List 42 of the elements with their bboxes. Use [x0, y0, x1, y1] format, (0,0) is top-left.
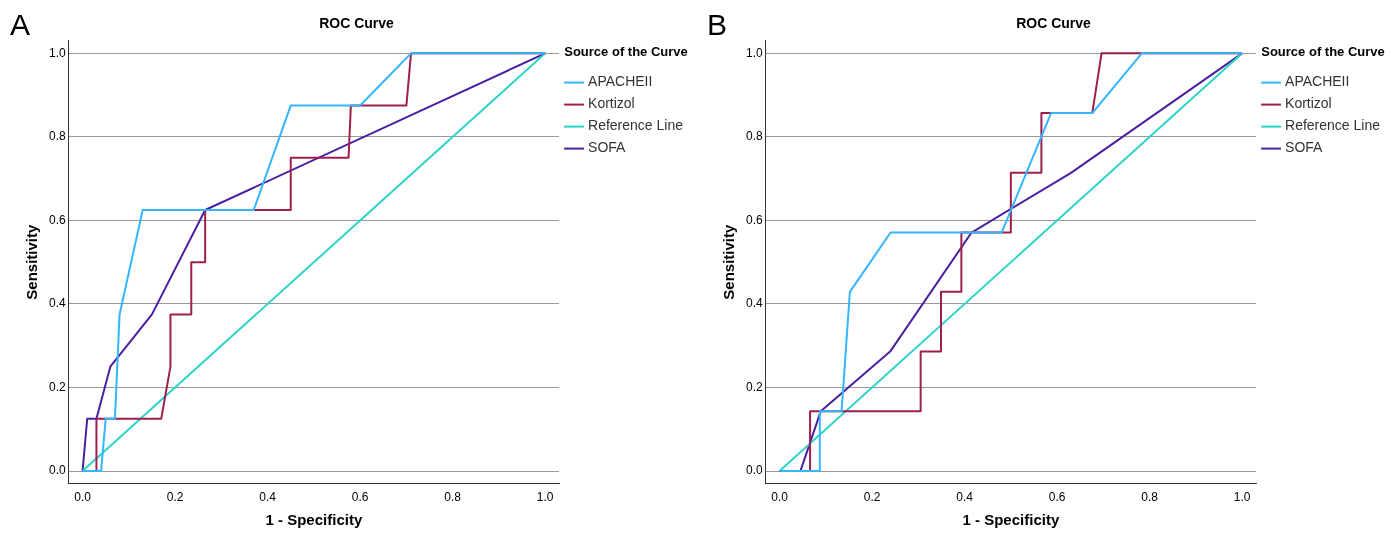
legend-label: APACHEII	[1285, 73, 1350, 90]
legend-label: Kortizol	[588, 95, 635, 112]
y-tick-label: 0.6	[48, 212, 66, 227]
legend-label: Reference Line	[588, 117, 684, 134]
y-tick-label: 1.0	[48, 45, 66, 60]
legend-label: Kortizol	[1285, 95, 1332, 112]
x-tick-label: 0.4	[259, 490, 277, 505]
text: B	[707, 8, 728, 42]
x-tick-label: 0.6	[1048, 490, 1066, 505]
y-tick-label: 0.2	[48, 379, 66, 394]
x-tick-label: 0.2	[166, 490, 184, 505]
legend-title: Source of the Curve	[1261, 44, 1385, 60]
x-tick-label: 0.4	[956, 490, 974, 505]
x-tick-label: 1.0	[536, 490, 554, 505]
y-tick-label: 0.4	[745, 296, 763, 311]
y-axis-title: Sensitivity	[720, 224, 738, 300]
legend-label: APACHEII	[588, 73, 653, 90]
y-tick-label: 0.0	[48, 463, 66, 478]
x-axis-title: 1 - Specificity	[962, 511, 1060, 529]
x-tick-label: 1.0	[1233, 490, 1251, 505]
y-tick-label: 1.0	[745, 45, 763, 60]
y-tick-label: 0.6	[745, 212, 763, 227]
chart-title: ROC Curve	[1016, 15, 1092, 32]
y-tick-label: 0.8	[745, 129, 763, 144]
legend-title: Source of the Curve	[564, 44, 688, 60]
x-tick-label: 0.8	[444, 490, 462, 505]
legend-label: SOFA	[588, 139, 627, 156]
x-tick-label: 0.0	[74, 490, 92, 505]
legend-label: SOFA	[1285, 139, 1324, 156]
text: A	[10, 8, 31, 42]
x-tick-label: 0.2	[863, 490, 881, 505]
y-tick-label: 0.2	[745, 379, 763, 394]
x-tick-label: 0.8	[1141, 490, 1159, 505]
y-tick-label: 0.4	[48, 296, 66, 311]
y-tick-label: 0.0	[745, 463, 763, 478]
chart-title: ROC Curve	[319, 15, 395, 32]
legend-label: Reference Line	[1285, 117, 1381, 134]
y-axis-title: Sensitivity	[23, 224, 41, 300]
x-axis-title: 1 - Specificity	[265, 511, 363, 529]
y-tick-label: 0.8	[48, 129, 66, 144]
x-tick-label: 0.6	[351, 490, 369, 505]
x-tick-label: 0.0	[771, 490, 789, 505]
